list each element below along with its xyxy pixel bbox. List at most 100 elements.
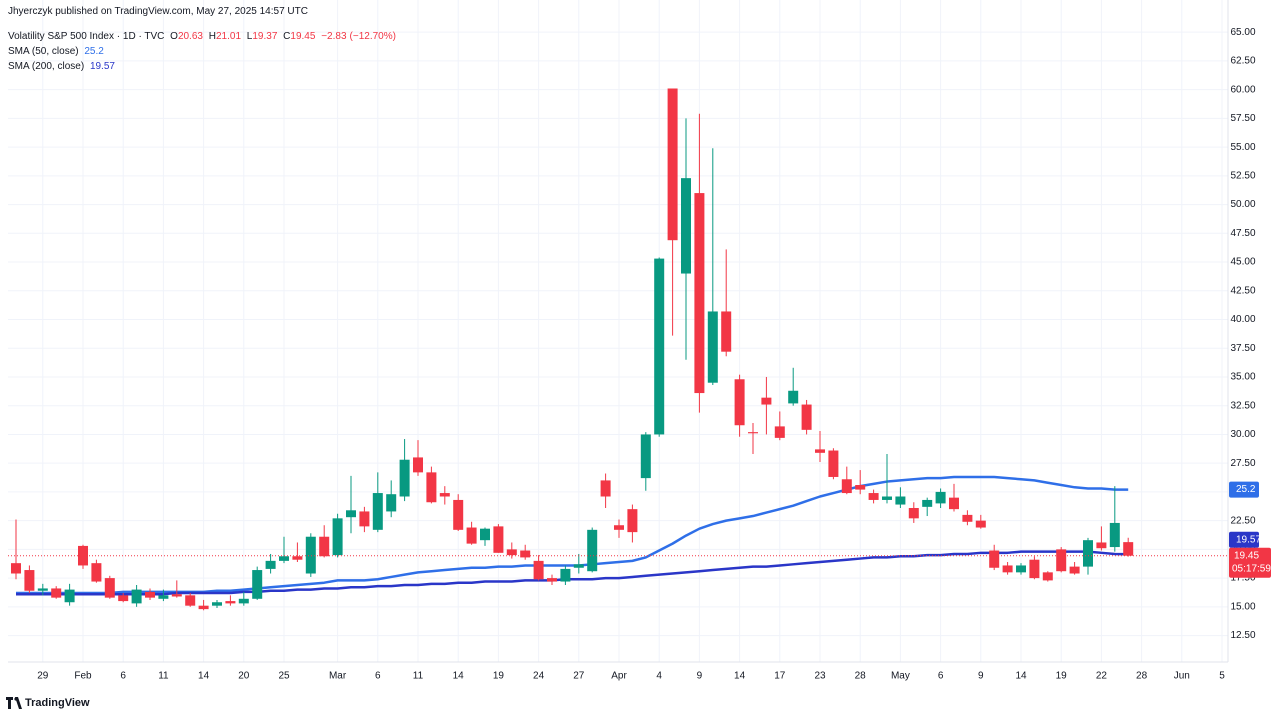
candle-body bbox=[252, 570, 263, 599]
y-tick-label: 60.00 bbox=[1230, 84, 1255, 95]
y-tick-label: 42.50 bbox=[1230, 285, 1255, 296]
ohlc-value: 21.01 bbox=[215, 31, 242, 42]
candle-body bbox=[24, 570, 35, 591]
x-tick-label: 4 bbox=[656, 671, 662, 682]
candle-body bbox=[145, 591, 155, 598]
candle-body bbox=[547, 578, 557, 582]
candle-body bbox=[533, 560, 544, 580]
x-tick-label: 22 bbox=[1096, 671, 1108, 682]
price-tag bbox=[1229, 531, 1259, 548]
candle-body bbox=[774, 426, 785, 438]
y-tick-label: 65.00 bbox=[1230, 27, 1255, 38]
candle-body bbox=[627, 509, 638, 533]
candle-body bbox=[386, 494, 397, 512]
candle-body bbox=[265, 560, 276, 569]
y-tick-label: 47.50 bbox=[1230, 228, 1255, 239]
sma-legend: SMA (50, close) 25.2 bbox=[8, 46, 107, 57]
x-tick-label: 6 bbox=[120, 671, 126, 682]
sma-legend: SMA (200, close) 19.57 bbox=[8, 61, 118, 72]
candle-body bbox=[372, 493, 383, 530]
sma-line bbox=[16, 550, 1129, 596]
candle-body bbox=[439, 493, 450, 497]
y-tick-label: 15.00 bbox=[1230, 601, 1255, 612]
ohlc-value: 20.63 bbox=[177, 31, 203, 42]
price-tag bbox=[1229, 481, 1259, 498]
x-tick-label: 11 bbox=[413, 671, 424, 682]
y-tick-label: 57.50 bbox=[1230, 113, 1255, 124]
candle-body bbox=[694, 193, 705, 394]
candle-body bbox=[453, 499, 464, 530]
candle-body bbox=[91, 563, 102, 582]
candle-body bbox=[185, 595, 196, 606]
candle-body bbox=[359, 511, 370, 527]
candle-body bbox=[949, 497, 959, 510]
y-tick-label: 32.50 bbox=[1230, 400, 1255, 411]
candle-body bbox=[292, 556, 303, 560]
x-tick-label: 25 bbox=[278, 671, 290, 682]
candle-body bbox=[1123, 542, 1134, 556]
x-tick-label: 27 bbox=[573, 671, 585, 682]
candle-body bbox=[895, 496, 906, 505]
ohlc-label: H bbox=[208, 31, 216, 42]
x-tick-label: 11 bbox=[158, 671, 169, 682]
change-percent: (−12.70%) bbox=[349, 31, 396, 42]
x-tick-label: 19 bbox=[493, 671, 505, 682]
candle-body bbox=[841, 479, 852, 494]
x-tick-label: 20 bbox=[238, 671, 250, 682]
candle-body bbox=[640, 434, 651, 479]
candle-body bbox=[480, 528, 490, 541]
candle-body bbox=[64, 589, 75, 603]
symbol-name: Volatility S&P 500 Index · 1D · TVC bbox=[8, 31, 165, 42]
candle-body bbox=[748, 432, 758, 434]
y-tick-label: 12.50 bbox=[1230, 630, 1255, 641]
x-tick-label: 14 bbox=[1015, 671, 1027, 682]
y-tick-label: 62.50 bbox=[1230, 56, 1255, 67]
x-tick-label: 9 bbox=[697, 671, 703, 682]
candle-body bbox=[815, 449, 825, 453]
x-tick-label: 17 bbox=[774, 671, 786, 682]
x-tick-label: Mar bbox=[329, 671, 347, 682]
candle-body bbox=[654, 258, 665, 435]
candle-body bbox=[37, 588, 48, 591]
legend-name: SMA (200, close) bbox=[8, 61, 85, 72]
ohlc-value: 19.37 bbox=[252, 31, 278, 42]
ohlc-value: 19.45 bbox=[290, 31, 316, 42]
y-tick-label: 27.50 bbox=[1230, 458, 1255, 469]
candle-body bbox=[399, 459, 410, 497]
candle-body bbox=[614, 525, 624, 530]
candle-body bbox=[882, 496, 892, 500]
candle-body bbox=[51, 588, 62, 598]
candle-body bbox=[11, 563, 21, 574]
price-tag-label: 19.57 bbox=[1236, 534, 1261, 545]
candle-body bbox=[171, 594, 182, 597]
candle-body bbox=[761, 397, 772, 405]
x-tick-label: Jun bbox=[1174, 671, 1190, 682]
candle-body bbox=[587, 529, 598, 572]
candle-body bbox=[560, 568, 571, 582]
candle-body bbox=[426, 472, 437, 503]
y-tick-label: 40.00 bbox=[1230, 314, 1255, 325]
candle-body bbox=[104, 578, 115, 598]
x-tick-label: 14 bbox=[198, 671, 210, 682]
legend-value: 25.2 bbox=[84, 46, 104, 57]
x-tick-label: May bbox=[891, 671, 910, 682]
candle-body bbox=[1109, 522, 1120, 548]
branding: TradingView bbox=[6, 697, 90, 709]
y-tick-label: 22.50 bbox=[1230, 515, 1255, 526]
x-tick-label: 28 bbox=[1136, 671, 1148, 682]
y-tick-label: 52.50 bbox=[1230, 170, 1255, 181]
candle-body bbox=[681, 178, 691, 274]
candle-body bbox=[413, 457, 423, 473]
candle-body bbox=[868, 493, 879, 500]
candle-body bbox=[975, 520, 986, 528]
candle-body bbox=[707, 311, 718, 383]
branding-text: TradingView bbox=[25, 697, 90, 709]
candle-body bbox=[1083, 540, 1093, 567]
candle-body bbox=[212, 602, 222, 606]
candle-body bbox=[158, 595, 169, 599]
x-tick-label: 14 bbox=[453, 671, 465, 682]
candle-body bbox=[319, 536, 330, 557]
